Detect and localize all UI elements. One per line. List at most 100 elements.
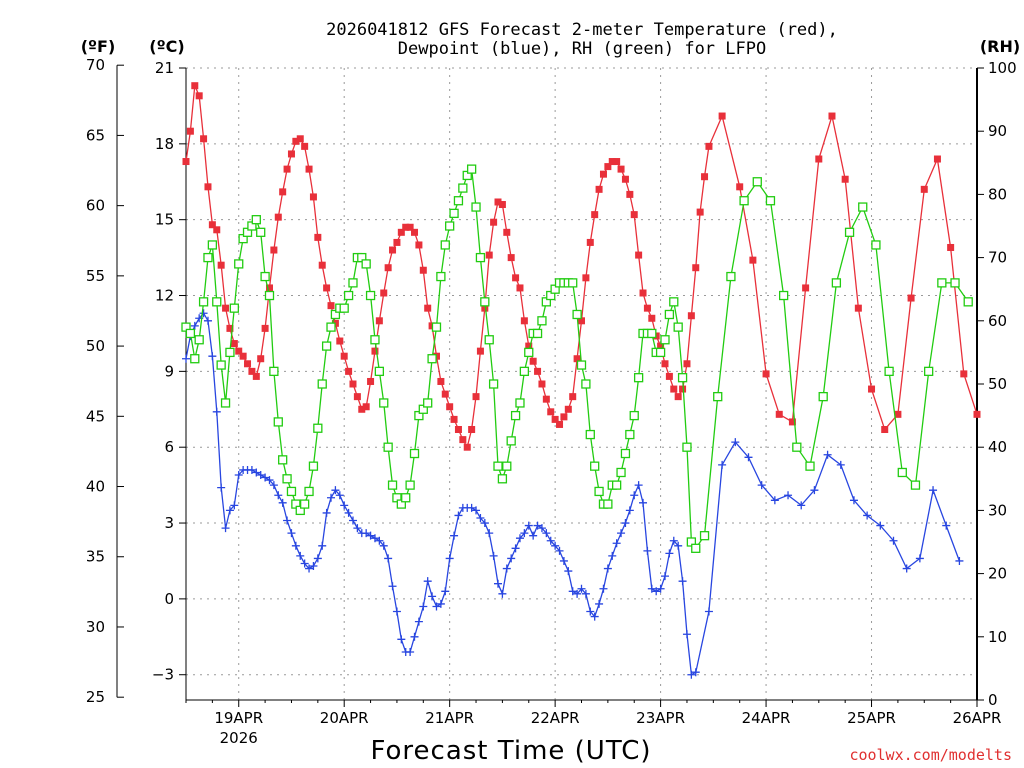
dewpoint-point (731, 438, 740, 447)
2-meter-temperature-point (591, 211, 599, 219)
celsius-tick-label: 18 (155, 135, 174, 153)
2-meter-temperature-point (520, 317, 528, 325)
rh-point (937, 278, 947, 288)
celsius-tick-label: 12 (155, 287, 174, 305)
rh-point (664, 309, 675, 320)
fahrenheit-tick-label: 25 (86, 688, 105, 706)
dewpoint-point (634, 481, 643, 490)
rh-point (286, 486, 297, 497)
2-meter-temperature-point (415, 241, 423, 249)
dewpoint-point (269, 481, 278, 490)
dewpoint-point (327, 493, 336, 502)
dewpoint-point (630, 491, 639, 500)
rh-tick-label: 100 (988, 59, 1017, 77)
2-meter-temperature-point (349, 380, 357, 388)
dewpoint-point (472, 506, 481, 515)
rh-point (317, 379, 327, 389)
rh-point (387, 480, 398, 490)
rh-point (502, 461, 512, 471)
rh-point (365, 290, 376, 301)
2-meter-temperature-point (367, 377, 375, 385)
rh-point (453, 196, 464, 206)
celsius-tick-label: 21 (155, 59, 174, 77)
rh-point (383, 442, 393, 452)
rh-point (220, 398, 231, 408)
rh-point (282, 474, 292, 484)
rh-point (251, 215, 261, 225)
dewpoint-point (537, 524, 546, 533)
rh-point (844, 227, 855, 237)
rh-point (629, 410, 639, 421)
dewpoint-point (915, 554, 924, 563)
fahrenheit-tick-label: 60 (86, 197, 105, 215)
2-meter-temperature-point (639, 289, 647, 297)
2-meter-temperature-point (542, 395, 550, 403)
dewpoint-point (182, 354, 190, 363)
2-meter-temperature-point (665, 372, 673, 380)
rh-point (910, 480, 921, 490)
rh-point (897, 467, 907, 478)
2-meter-temperature-point (498, 201, 506, 209)
rh-point (431, 322, 442, 332)
2-meter-temperature-point (679, 385, 687, 393)
2-meter-temperature-point (705, 142, 713, 150)
celsius-tick-label: 3 (164, 514, 174, 532)
dewpoint-point (344, 508, 353, 517)
dewpoint-point (568, 587, 577, 596)
2-meter-temperature-point (292, 137, 300, 145)
fahrenheit-tick-label: 70 (86, 56, 105, 74)
2-meter-temperature-point (881, 426, 889, 434)
rh-point (673, 322, 683, 332)
dewpoint-point (247, 465, 256, 474)
rh-point (212, 297, 222, 307)
dewpoint-point (410, 632, 419, 641)
2-meter-temperature-point (692, 264, 700, 272)
2-meter-temperature-point (270, 246, 278, 254)
dewpoint-point (942, 521, 951, 530)
2-meter-temperature-point (503, 228, 511, 236)
dewpoint-point (784, 491, 793, 500)
rh-point (497, 474, 508, 484)
dewpoint-point (643, 546, 652, 555)
dewpoint-point (331, 486, 340, 495)
rh-point (568, 278, 578, 288)
2-meter-temperature-point (441, 390, 449, 398)
dewpoint-point (480, 519, 489, 528)
fahrenheit-tick-label: 35 (86, 548, 105, 566)
dewpoint-point (296, 551, 305, 560)
2-meter-temperature-point (947, 243, 955, 251)
dewpoint-point (744, 453, 753, 462)
dewpoint-point (529, 531, 538, 540)
dewpoint-point (770, 496, 779, 505)
dewpoint-point (300, 559, 309, 568)
rh-point (682, 442, 692, 452)
2-meter-temperature-point (384, 264, 392, 272)
dewpoint-point (836, 460, 845, 469)
2-meter-temperature-point (463, 443, 471, 451)
dewpoint-point (656, 584, 665, 593)
2-meter-temperature-point (323, 284, 331, 292)
dewpoint-point (467, 503, 476, 512)
2-meter-temperature-point (788, 418, 796, 426)
rh-point (765, 196, 776, 206)
rh-point (234, 259, 244, 269)
rh-series (181, 164, 973, 553)
2-meter-temperature-point (226, 324, 234, 332)
dewpoint-point (502, 564, 511, 573)
dewpoint-point (234, 471, 243, 480)
2-meter-temperature-point (683, 360, 691, 368)
2-meter-temperature-point (261, 324, 269, 332)
fahrenheit-tick-label: 30 (86, 618, 105, 636)
x-tick-label: 19APR (214, 709, 263, 727)
dewpoint-point (669, 536, 678, 545)
rh-tick-label: 20 (988, 565, 1007, 583)
dewpoint-point (494, 579, 503, 588)
dewpoint-point (208, 352, 217, 361)
dewpoint-point (718, 460, 727, 469)
rh-point (532, 328, 543, 339)
2-meter-temperature-point (556, 420, 564, 428)
rh-point (519, 366, 530, 377)
dewpoint-point (441, 587, 450, 596)
2-meter-temperature-point (749, 256, 757, 264)
